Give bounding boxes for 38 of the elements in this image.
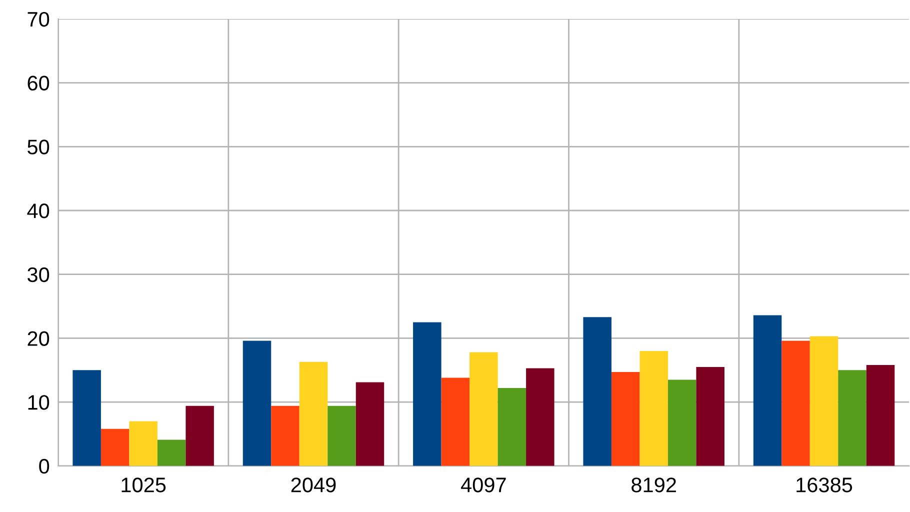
bar (100, 428, 130, 466)
bar (866, 365, 895, 466)
bar (782, 340, 810, 466)
bar (526, 368, 554, 466)
bar (299, 362, 328, 466)
y-tick-label: 30 (28, 267, 50, 282)
bar (583, 317, 612, 466)
y-tick-label: 20 (28, 331, 50, 346)
bar (186, 406, 214, 466)
bar (441, 378, 470, 466)
bar (129, 421, 158, 466)
y-tick-label: 60 (28, 76, 50, 91)
y-tick-label: 40 (27, 204, 50, 218)
y-tick-label: 10 (28, 395, 50, 410)
bar (242, 340, 272, 466)
bar (696, 366, 724, 466)
y-tick-label: 50 (28, 140, 50, 154)
bar (640, 350, 668, 466)
x-tick-label: 1025 (122, 478, 166, 492)
bar (498, 388, 526, 466)
bar (271, 406, 300, 466)
y-tick-label: 0 (39, 458, 50, 474)
y-tick-label: 70 (28, 12, 50, 27)
x-tick-label: 8192 (632, 478, 676, 492)
bar (413, 322, 442, 466)
x-tick-label: 16385 (796, 478, 852, 492)
bar (668, 380, 696, 466)
bar (72, 370, 101, 466)
bar (328, 406, 356, 466)
x-tick-label: 4097 (460, 478, 506, 492)
bar (753, 315, 782, 466)
x-tick-label: 2049 (291, 478, 336, 492)
bar (356, 382, 384, 466)
bar (810, 336, 838, 466)
bar (470, 352, 498, 466)
bar (611, 372, 640, 466)
bar (838, 370, 866, 466)
bar (157, 440, 186, 466)
